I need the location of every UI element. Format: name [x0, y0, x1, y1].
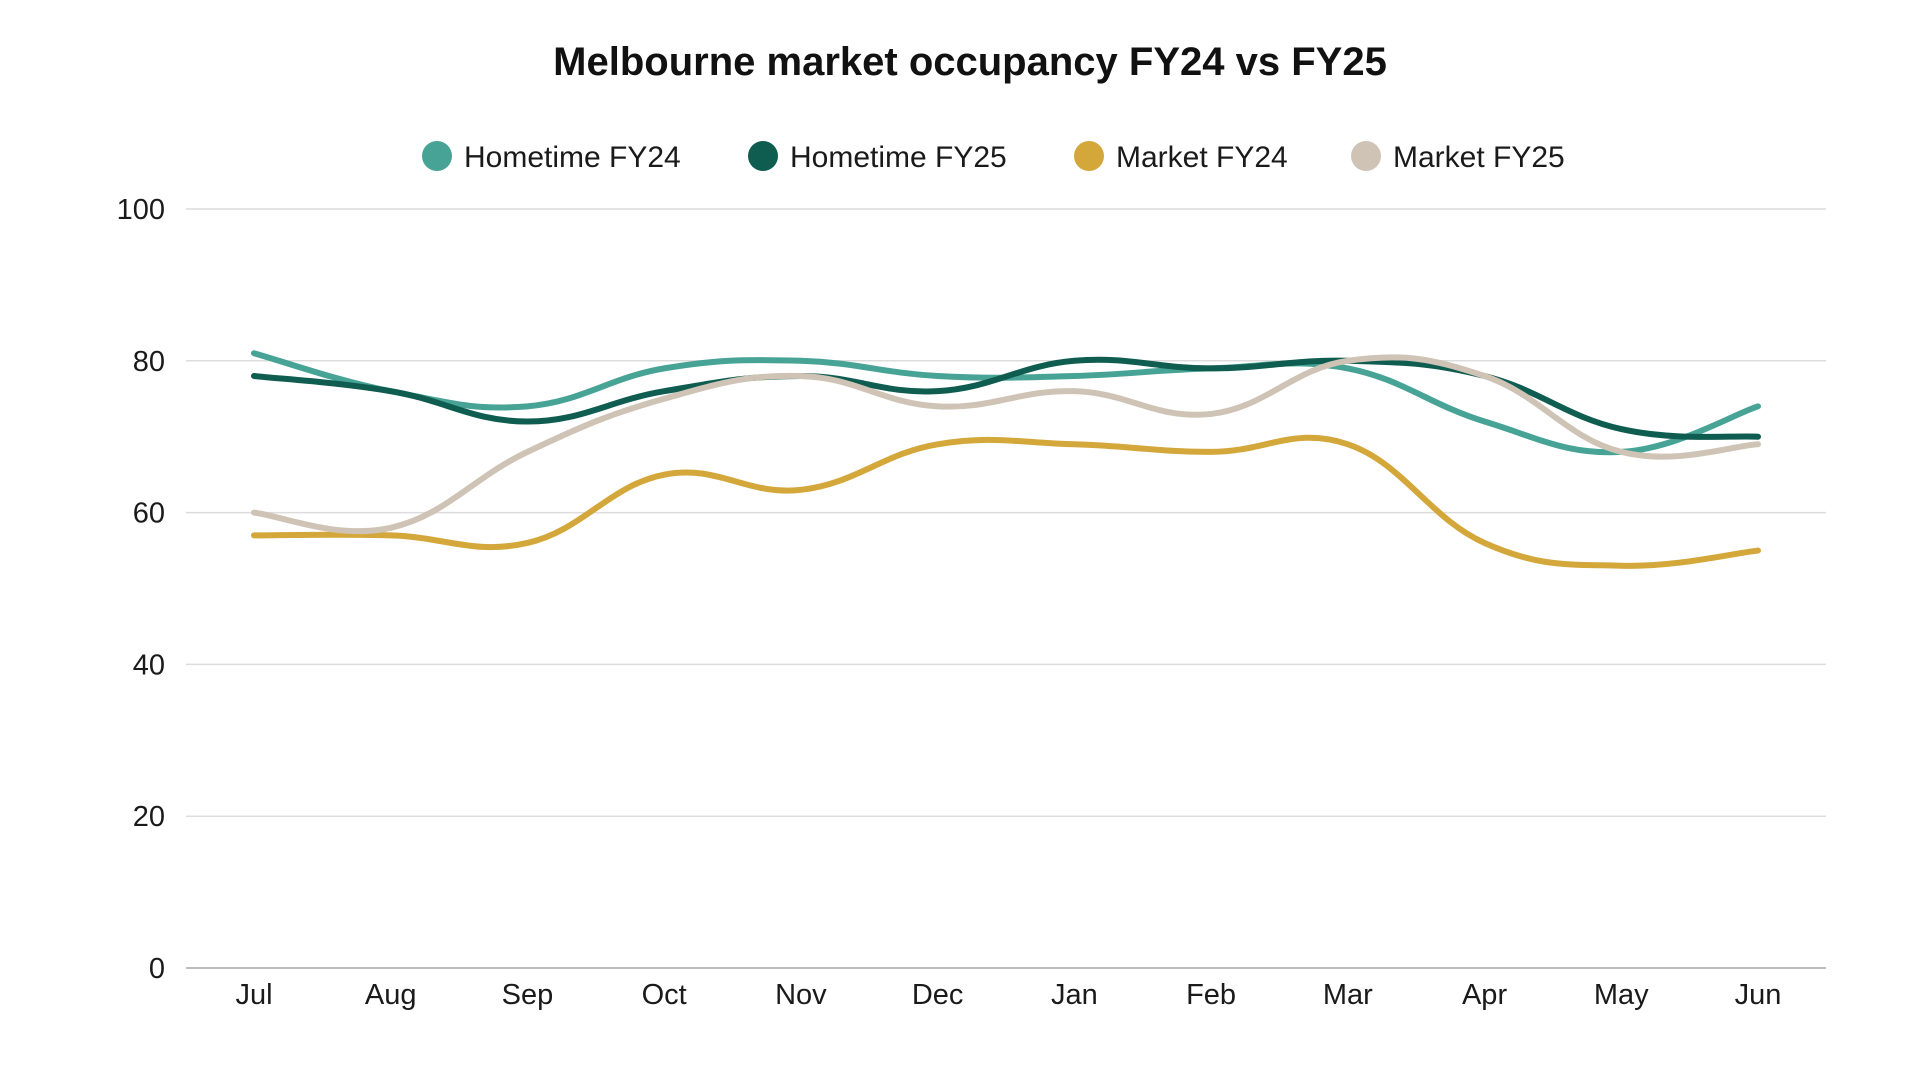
x-tick-label-nov: Nov [775, 979, 827, 1011]
legend-swatch-hometime-fy25 [748, 141, 778, 171]
series-lines [251, 350, 1761, 569]
legend-swatch-market-fy24 [1074, 141, 1104, 171]
x-tick-label-sep: Sep [502, 979, 554, 1011]
legend: Hometime FY24 Hometime FY25 Market FY24 Mar… [422, 141, 1565, 174]
y-tick-label-0: 0 [149, 953, 165, 985]
x-tick-label-jun: Jun [1735, 979, 1782, 1011]
y-tick-label-40: 40 [133, 649, 165, 681]
y-tick-label-20: 20 [133, 801, 165, 833]
x-tick-label-jul: Jul [235, 979, 272, 1011]
x-tick-label-mar: Mar [1323, 979, 1373, 1011]
legend-swatch-market-fy25 [1351, 141, 1381, 171]
legend-swatch-hometime-fy24 [422, 141, 452, 171]
series-line-market-fy24 [251, 434, 1761, 569]
legend-label-hometime-fy25: Hometime FY25 [790, 141, 1007, 174]
chart-title: Melbourne market occupancy FY24 vs FY25 [553, 40, 1387, 84]
x-tick-label-may: May [1594, 979, 1649, 1011]
x-tick-label-apr: Apr [1462, 979, 1507, 1011]
y-tick-label-100: 100 [117, 194, 165, 226]
legend-label-market-fy25: Market FY25 [1393, 141, 1565, 174]
x-tick-label-aug: Aug [365, 979, 417, 1011]
x-tick-label-dec: Dec [912, 979, 964, 1011]
y-axis-ticks: 0 20 40 60 80 100 [117, 194, 165, 985]
legend-label-hometime-fy24: Hometime FY24 [464, 141, 681, 174]
x-tick-label-jan: Jan [1051, 979, 1098, 1011]
x-tick-label-oct: Oct [642, 979, 687, 1011]
legend-item-hometime-fy25[interactable]: Hometime FY25 [748, 141, 1007, 174]
x-tick-label-feb: Feb [1186, 979, 1236, 1011]
legend-item-market-fy24[interactable]: Market FY24 [1074, 141, 1288, 174]
y-tick-label-80: 80 [133, 346, 165, 378]
legend-item-market-fy25[interactable]: Market FY25 [1351, 141, 1565, 174]
series-line-market-fy25 [251, 354, 1761, 535]
gridlines [186, 208, 1826, 969]
legend-item-hometime-fy24[interactable]: Hometime FY24 [422, 141, 681, 174]
x-axis-ticks: Jul Aug Sep Oct Nov Dec Jan Feb Mar Apr May Jun [235, 979, 1781, 1011]
y-tick-label-60: 60 [133, 498, 165, 530]
legend-label-market-fy24: Market FY24 [1116, 141, 1288, 174]
